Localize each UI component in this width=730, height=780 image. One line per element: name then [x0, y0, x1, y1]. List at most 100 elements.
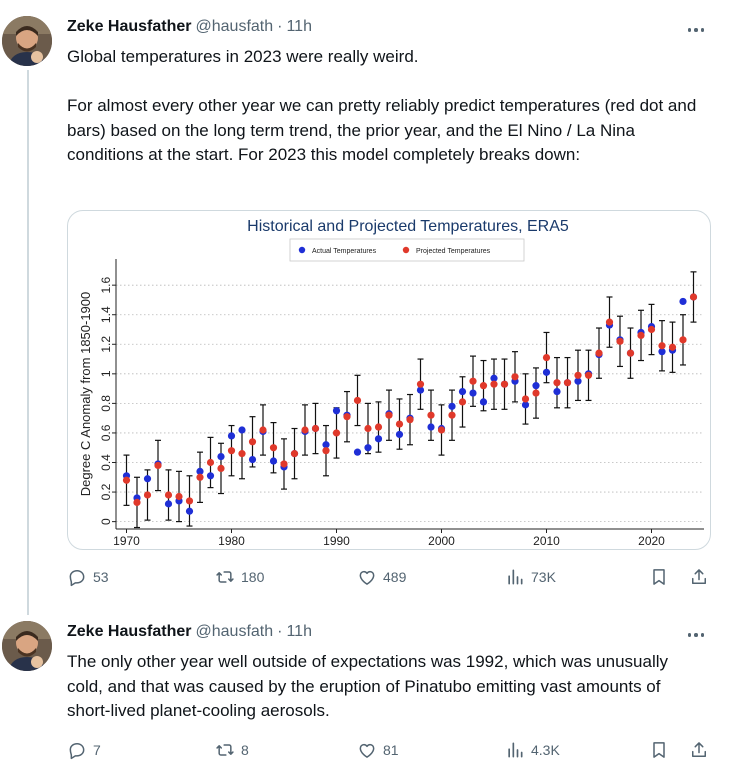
tweet-media-chart[interactable]: Historical and Projected Temperatures, E… [67, 210, 711, 550]
actual-point [353, 448, 362, 456]
share-button[interactable] [689, 740, 709, 760]
tweet-text: Global temperatures in 2023 were really … [67, 47, 697, 164]
share-icon [692, 569, 706, 584]
more-icon[interactable] [684, 625, 708, 645]
projected-point [500, 380, 509, 388]
like-button[interactable]: 489 [357, 567, 406, 587]
x-tick-label: 2000 [428, 534, 455, 548]
projected-point [269, 444, 278, 452]
actual-point [490, 374, 498, 382]
actual-point [521, 401, 530, 409]
thread-connector-line [27, 70, 29, 615]
reply-count: 7 [93, 742, 101, 758]
author-handle[interactable]: @hausfath [195, 623, 274, 640]
y-axis-label: Degree C Anomaly from 1850-1900 [78, 292, 93, 497]
tweet-header: Zeke Hausfather @hausfath · 11h [67, 623, 312, 641]
y-tick-label: 1.4 [99, 306, 113, 323]
projected-point [259, 426, 267, 434]
tweet-header: Zeke Hausfather @hausfath · 11h [67, 18, 312, 36]
actual-point [542, 368, 551, 376]
author-name[interactable]: Zeke Hausfather [67, 623, 192, 640]
projected-point [143, 491, 152, 499]
more-icon[interactable] [684, 20, 708, 40]
actual-point [679, 297, 687, 306]
repost-icon [216, 571, 234, 583]
tweet-actions: 53 180 489 73K [67, 567, 713, 591]
actual-point [448, 402, 456, 410]
avatar[interactable] [2, 621, 52, 671]
projected-point [448, 411, 456, 419]
repost-icon [216, 744, 234, 756]
projected-point [364, 424, 372, 433]
y-tick-label: 1 [99, 370, 113, 377]
actual-point [164, 500, 173, 508]
repost-button[interactable]: 180 [215, 567, 264, 587]
projected-point [280, 460, 288, 468]
projected-point [290, 450, 299, 458]
projected-point [238, 450, 246, 458]
actual-point [238, 426, 246, 434]
views-icon [508, 742, 523, 758]
timestamp[interactable]: 11h [286, 623, 312, 640]
bookmark-button[interactable] [649, 567, 669, 587]
projected-point [385, 411, 393, 419]
actual-point [227, 432, 236, 440]
projected-point [574, 371, 582, 379]
projected-point [637, 331, 645, 340]
like-icon [359, 570, 375, 585]
projected-point [164, 491, 173, 499]
actual-point [196, 467, 204, 475]
actual-point [185, 507, 194, 515]
projected-point [196, 473, 204, 481]
actual-point [395, 430, 404, 439]
author-name[interactable]: Zeke Hausfather [67, 18, 192, 35]
legend-actual-marker [298, 246, 306, 254]
bookmark-icon [653, 569, 665, 585]
actual-point [248, 455, 257, 464]
avatar[interactable] [2, 16, 52, 66]
projected-point [122, 476, 131, 484]
bookmark-button[interactable] [649, 740, 669, 760]
share-button[interactable] [689, 567, 709, 587]
timestamp[interactable]: 11h [286, 18, 312, 35]
chart-legend: Actual Temperatures Projected Temperatur… [289, 238, 525, 262]
views-button[interactable]: 4.3K [505, 740, 560, 760]
reply-button[interactable]: 7 [67, 740, 101, 760]
x-tick-label: 1990 [323, 534, 350, 548]
projected-point [311, 424, 320, 433]
reply-button[interactable]: 53 [67, 567, 109, 587]
legend-actual-label: Actual Temperatures [312, 248, 377, 255]
repost-button[interactable]: 8 [215, 740, 249, 760]
y-tick-label: 1.6 [99, 277, 113, 294]
x-tick-label: 2020 [638, 534, 665, 548]
projected-point [490, 380, 498, 388]
projected-point [301, 426, 309, 434]
actual-point [574, 377, 582, 385]
tweet-text: The only other year well outside of expe… [67, 652, 669, 720]
actual-point [217, 452, 225, 461]
projected-point [395, 420, 404, 428]
actual-point [269, 457, 278, 465]
share-icon [692, 742, 706, 757]
projected-point [217, 464, 225, 473]
like-button[interactable]: 81 [357, 740, 399, 760]
y-tick-label: 0.8 [99, 395, 113, 412]
y-tick-label: 0 [99, 518, 113, 525]
temperature-chart: Historical and Projected Temperatures, E… [78, 218, 704, 548]
legend-projected-marker [402, 246, 410, 254]
views-button[interactable]: 73K [505, 567, 556, 587]
actual-point [206, 472, 215, 480]
projected-point [427, 411, 435, 419]
repost-count: 180 [241, 569, 265, 585]
author-handle[interactable]: @hausfath [195, 18, 274, 35]
y-tick-label: 0.4 [99, 454, 113, 471]
x-tick-label: 1970 [113, 534, 140, 548]
projected-point [374, 423, 383, 431]
projected-point [647, 325, 656, 334]
repost-count: 8 [241, 742, 249, 758]
projected-point [616, 337, 624, 345]
reply-icon [69, 570, 85, 587]
projected-point [437, 426, 446, 434]
actual-point [458, 387, 467, 396]
like-count: 81 [383, 742, 399, 758]
